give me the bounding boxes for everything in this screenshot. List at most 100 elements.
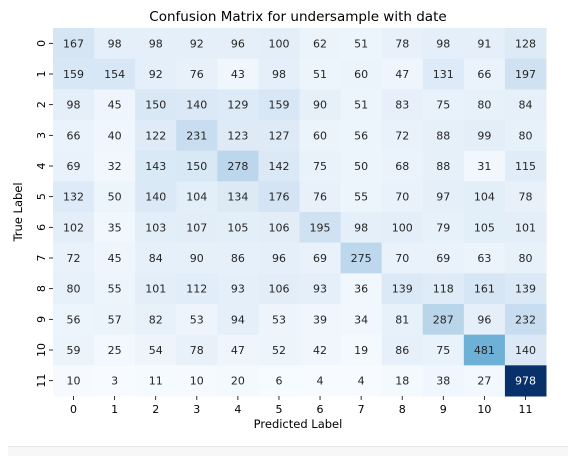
heatmap-cell xyxy=(94,89,136,121)
heatmap-cell xyxy=(135,89,177,121)
heatmap-cell xyxy=(135,273,177,305)
cell-value-label: 80 xyxy=(67,283,81,296)
y-tick-label: 0 xyxy=(35,40,48,47)
heatmap-cell xyxy=(217,181,259,213)
cell-value-label: 105 xyxy=(474,221,495,234)
cell-value-label: 3 xyxy=(111,375,118,388)
heatmap-cell xyxy=(422,242,465,274)
heatmap-cell xyxy=(299,365,342,397)
heatmap-cell xyxy=(94,212,136,244)
heatmap-cell xyxy=(135,242,177,274)
cell-value-label: 92 xyxy=(149,68,163,81)
heatmap-cell xyxy=(504,28,547,60)
cell-value-label: 57 xyxy=(108,313,122,326)
y-tick-label: 6 xyxy=(35,224,48,231)
heatmap-cell xyxy=(53,181,95,213)
heatmap-cell xyxy=(258,58,300,90)
heatmap-cell xyxy=(340,273,383,305)
heatmap-cell xyxy=(217,304,259,336)
heatmap-cell xyxy=(94,334,136,366)
cell-value-label: 96 xyxy=(477,313,491,326)
heatmap-cell xyxy=(299,58,342,90)
cell-value-label: 84 xyxy=(518,99,532,112)
cell-value-label: 53 xyxy=(272,313,286,326)
heatmap-cell xyxy=(94,273,136,305)
heatmap-cell xyxy=(299,304,342,336)
x-tick-label: 9 xyxy=(440,403,447,416)
cell-value-label: 76 xyxy=(313,191,327,204)
cell-value-label: 101 xyxy=(515,221,536,234)
cell-value-label: 154 xyxy=(104,68,125,81)
cell-value-label: 69 xyxy=(436,252,450,265)
cell-value-label: 47 xyxy=(395,68,409,81)
cell-value-label: 10 xyxy=(190,375,204,388)
heatmap-cell xyxy=(299,150,342,182)
heatmap-cell xyxy=(422,212,465,244)
cell-value-label: 80 xyxy=(477,99,491,112)
cell-value-label: 69 xyxy=(313,252,327,265)
cell-value-label: 11 xyxy=(149,375,163,388)
heatmap-cell xyxy=(504,242,547,274)
heatmap-cell xyxy=(176,334,218,366)
heatmap-cell xyxy=(381,28,424,60)
cell-value-label: 39 xyxy=(313,313,327,326)
cell-value-label: 134 xyxy=(227,191,248,204)
confusion-matrix-chart: Confusion Matrix for undersample with da… xyxy=(11,9,547,431)
cell-value-label: 97 xyxy=(436,191,450,204)
heatmap-cell xyxy=(381,365,424,397)
heatmap-cell xyxy=(94,304,136,336)
cell-value-label: 161 xyxy=(474,283,495,296)
cell-value-label: 106 xyxy=(268,221,289,234)
heatmap-cell xyxy=(176,304,218,336)
cell-value-label: 56 xyxy=(354,129,368,142)
heatmap-cell xyxy=(463,212,506,244)
y-tick-label: 3 xyxy=(35,132,48,139)
cell-value-label: 101 xyxy=(145,283,166,296)
cell-value-label: 43 xyxy=(231,68,245,81)
cell-value-label: 60 xyxy=(354,68,368,81)
cell-value-label: 80 xyxy=(518,252,532,265)
cell-value-label: 104 xyxy=(186,191,207,204)
cell-value-label: 60 xyxy=(313,129,327,142)
cell-value-label: 96 xyxy=(231,37,245,50)
heatmap-cell xyxy=(504,273,547,305)
cell-value-label: 98 xyxy=(67,99,81,112)
heatmap-cell xyxy=(463,334,506,366)
heatmap-cell xyxy=(463,273,506,305)
heatmap-cell xyxy=(94,365,136,397)
cell-value-label: 75 xyxy=(436,99,450,112)
x-tick-label: 0 xyxy=(70,403,77,416)
cell-value-label: 51 xyxy=(313,68,327,81)
cell-value-label: 106 xyxy=(268,283,289,296)
cell-value-label: 96 xyxy=(272,252,286,265)
cell-value-label: 105 xyxy=(227,221,248,234)
cell-value-label: 78 xyxy=(395,37,409,50)
cell-value-label: 92 xyxy=(190,37,204,50)
cell-value-label: 86 xyxy=(231,252,245,265)
heatmap-cell xyxy=(340,334,383,366)
heatmap-cell xyxy=(217,365,259,397)
heatmap-cell xyxy=(422,181,465,213)
heatmap-cell xyxy=(53,334,95,366)
heatmap-cell xyxy=(422,120,465,152)
cell-value-label: 139 xyxy=(392,283,413,296)
heatmap-cell xyxy=(94,150,136,182)
heatmap-cell xyxy=(422,304,465,336)
cell-value-label: 38 xyxy=(436,375,450,388)
y-tick-label: 11 xyxy=(35,374,48,388)
heatmap-cell xyxy=(94,181,136,213)
cell-value-label: 4 xyxy=(358,375,365,388)
cell-value-label: 4 xyxy=(317,375,324,388)
heatmap-cell xyxy=(53,273,95,305)
cell-value-label: 68 xyxy=(395,160,409,173)
cell-value-label: 55 xyxy=(354,191,368,204)
cell-value-label: 275 xyxy=(351,252,372,265)
cell-value-label: 55 xyxy=(108,283,122,296)
cell-value-label: 45 xyxy=(108,99,122,112)
cell-value-label: 34 xyxy=(354,313,368,326)
cell-value-label: 76 xyxy=(190,68,204,81)
cell-value-label: 84 xyxy=(149,252,163,265)
heatmap-cell xyxy=(176,120,218,152)
heatmap-cell xyxy=(340,58,383,90)
heatmap-cell xyxy=(422,273,465,305)
